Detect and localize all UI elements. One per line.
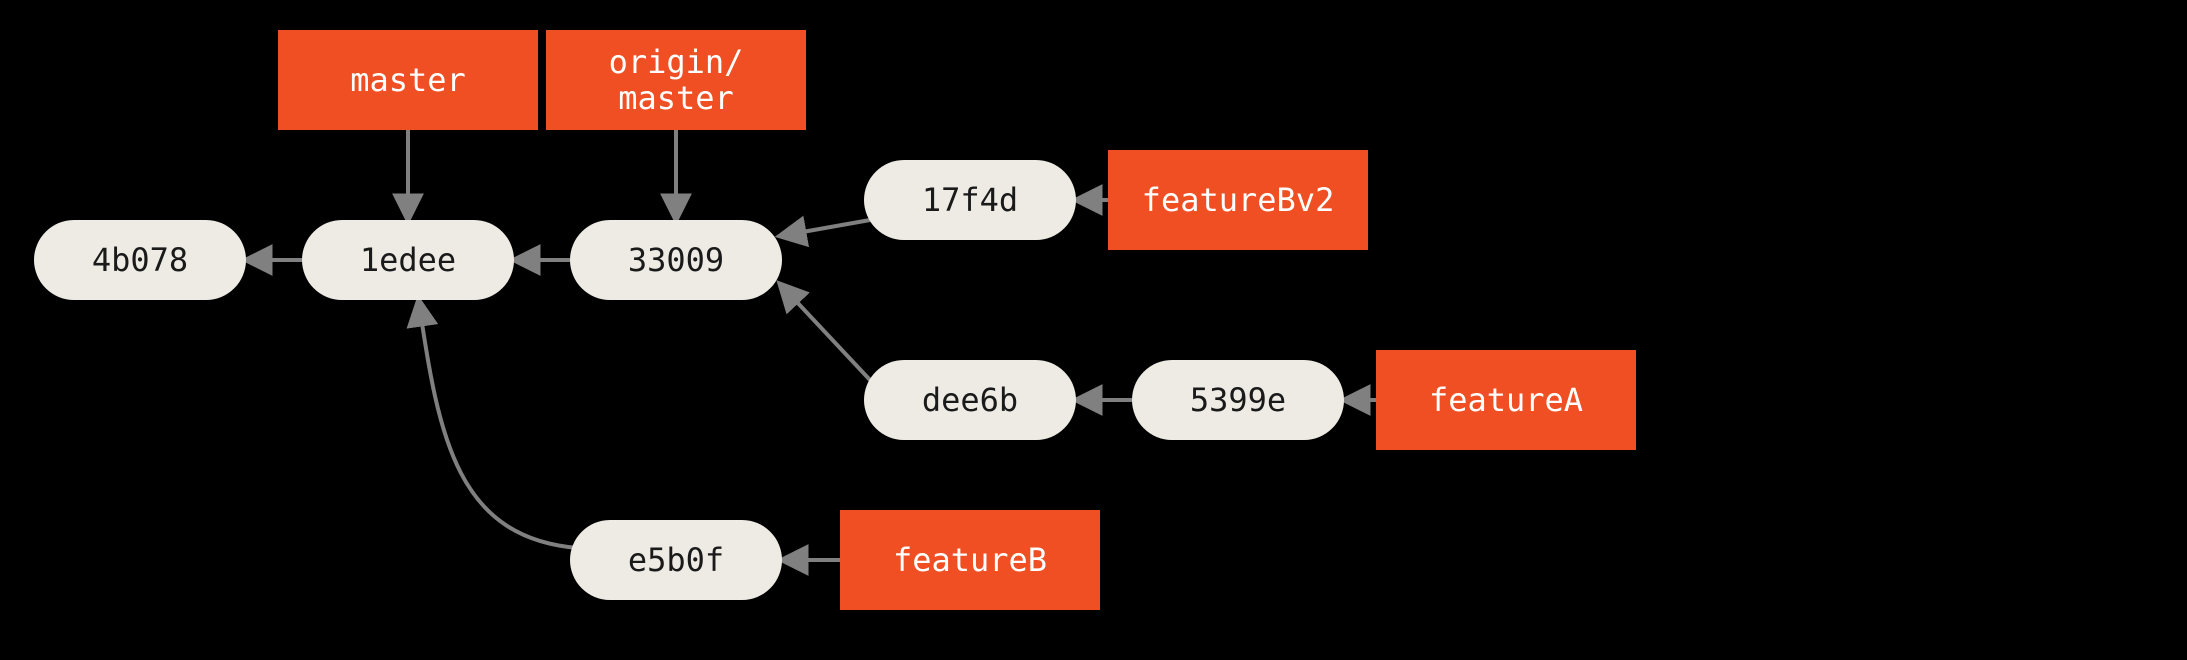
branch-label-master: master — [278, 30, 538, 130]
branch-text: featureB — [893, 541, 1047, 579]
branch-label-originmaster: origin/master — [546, 30, 806, 130]
commit-label: dee6b — [922, 381, 1018, 419]
git-graph-diagram: 4b078 1edee 33009 17f4d dee6b 5399e e5b0f maste… — [0, 0, 2187, 660]
commit-label: 1edee — [360, 241, 456, 279]
commit-label: 33009 — [628, 241, 724, 279]
commit-label: 4b078 — [92, 241, 188, 279]
commit-node-e5b0f: e5b0f — [570, 520, 782, 600]
commit-label: 17f4d — [922, 181, 1018, 219]
edge-ce5b0f-to-c1edee — [419, 300, 578, 548]
edge-c17f4d-to-c33009 — [780, 220, 870, 236]
commit-node-5399e: 5399e — [1132, 360, 1344, 440]
branch-text-line2: master — [618, 79, 734, 117]
branch-text-line1: origin/ — [609, 43, 744, 81]
edge-cdee6b-to-c33009 — [780, 284, 870, 380]
commit-label: 5399e — [1190, 381, 1286, 419]
commit-node-17f4d: 17f4d — [864, 160, 1076, 240]
branch-label-featureB: featureB — [840, 510, 1100, 610]
commit-node-4b078: 4b078 — [34, 220, 246, 300]
commit-node-1edee: 1edee — [302, 220, 514, 300]
commit-node-dee6b: dee6b — [864, 360, 1076, 440]
branch-text: featureA — [1429, 381, 1583, 419]
branch-text: featureBv2 — [1142, 181, 1335, 219]
commit-label: e5b0f — [628, 541, 724, 579]
commit-node-33009: 33009 — [570, 220, 782, 300]
branch-label-featureBv2: featureBv2 — [1108, 150, 1368, 250]
branch-text: master — [350, 61, 466, 99]
branch-label-featureA: featureA — [1376, 350, 1636, 450]
